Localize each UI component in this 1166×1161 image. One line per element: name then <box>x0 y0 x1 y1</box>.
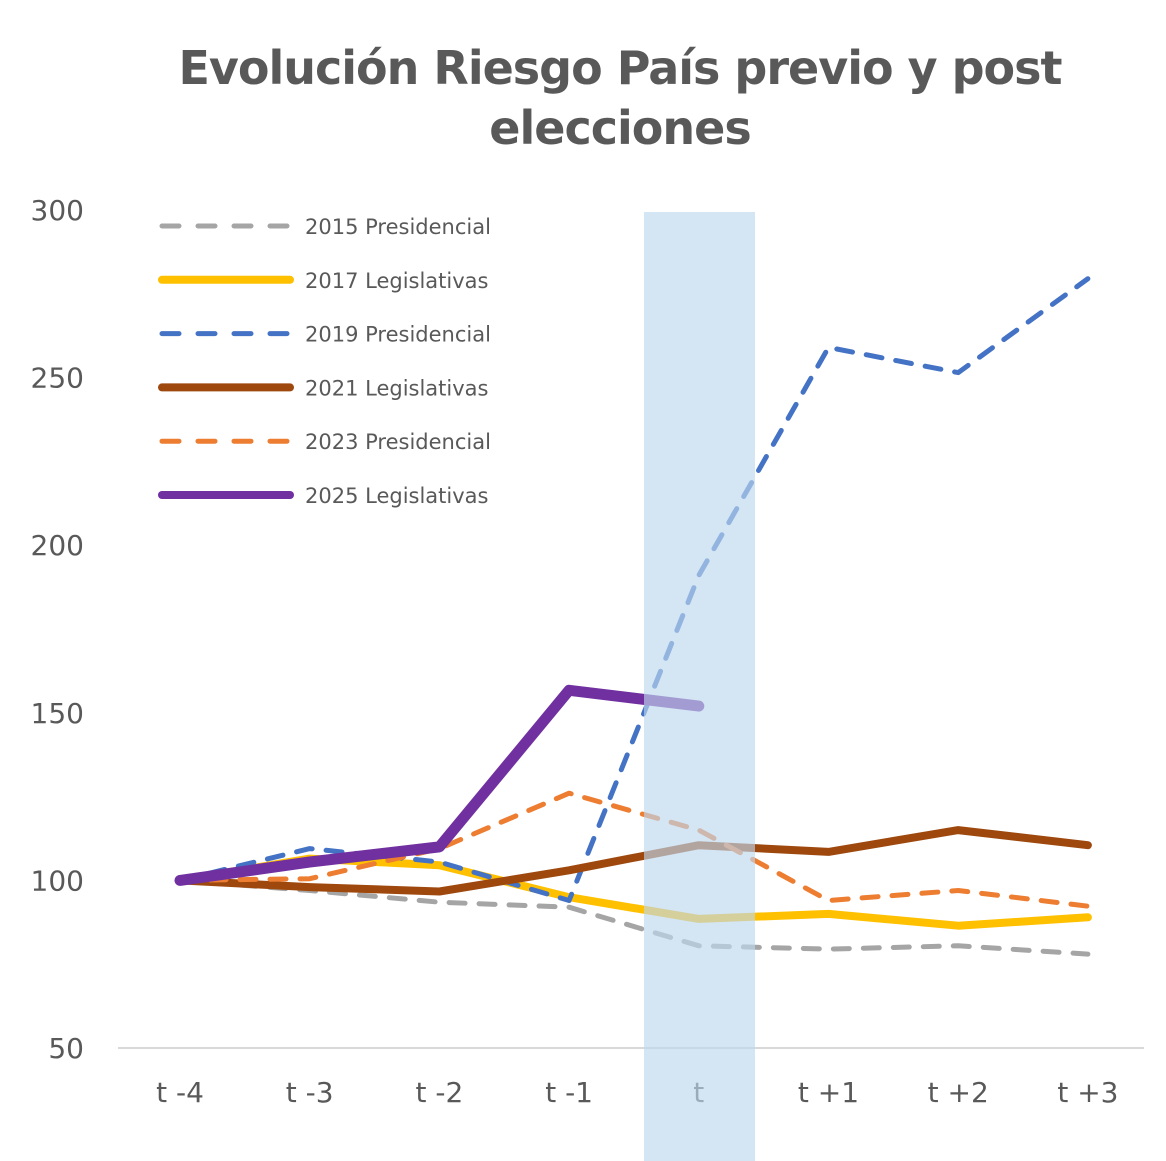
series-line-2025-legislativas <box>174 684 705 886</box>
legend-label: 2017 Legislativas <box>305 269 488 293</box>
legend-label: 2025 Legislativas <box>305 484 488 508</box>
x-tick-label: t -2 <box>416 1076 464 1109</box>
legend: 2015 Presidencial 2017 Legislativas 2019 P… <box>158 215 491 508</box>
highlight-band <box>644 212 755 1161</box>
legend-item: 2021 Legislativas <box>158 376 488 400</box>
legend-item: 2017 Legislativas <box>158 269 488 293</box>
x-tick-label: t -3 <box>286 1076 334 1109</box>
x-axis-ticks: t -4t -3t -2t -1tt +1t +2t +3 <box>156 1076 1118 1109</box>
x-tick-label: t -1 <box>545 1076 593 1109</box>
legend-item: 2023 Presidencial <box>159 430 491 454</box>
y-tick-label: 100 <box>31 864 84 897</box>
series-line-2019-presidencial <box>177 276 1091 903</box>
series-line-2021-legislativas <box>176 826 1092 896</box>
legend-label: 2023 Presidencial <box>305 430 491 454</box>
legend-label: 2015 Presidencial <box>305 215 491 239</box>
x-tick-label: t +1 <box>798 1076 859 1109</box>
y-tick-label: 150 <box>31 697 84 730</box>
legend-label: 2019 Presidencial <box>305 323 491 347</box>
series-line-2015-presidencial <box>177 877 1091 957</box>
series-layer <box>174 276 1092 957</box>
legend-label: 2021 Legislativas <box>305 376 488 400</box>
y-tick-label: 200 <box>31 529 84 562</box>
y-tick-label: 250 <box>31 362 84 395</box>
x-tick-label: t +2 <box>928 1076 989 1109</box>
x-tick-label: t -4 <box>156 1076 204 1109</box>
y-axis-ticks: 50 100 150 200 250 300 <box>31 194 84 1065</box>
legend-item: 2019 Presidencial <box>159 323 491 347</box>
y-tick-label: 300 <box>31 194 84 227</box>
chart-title: Evolución Riesgo País previo y post elec… <box>178 41 1062 155</box>
legend-item: 2015 Presidencial <box>159 215 491 239</box>
legend-item: 2025 Legislativas <box>158 484 488 508</box>
series-line-2023-presidencial <box>177 790 1091 909</box>
x-tick-label: t +3 <box>1057 1076 1118 1109</box>
y-tick-label: 50 <box>48 1032 84 1065</box>
